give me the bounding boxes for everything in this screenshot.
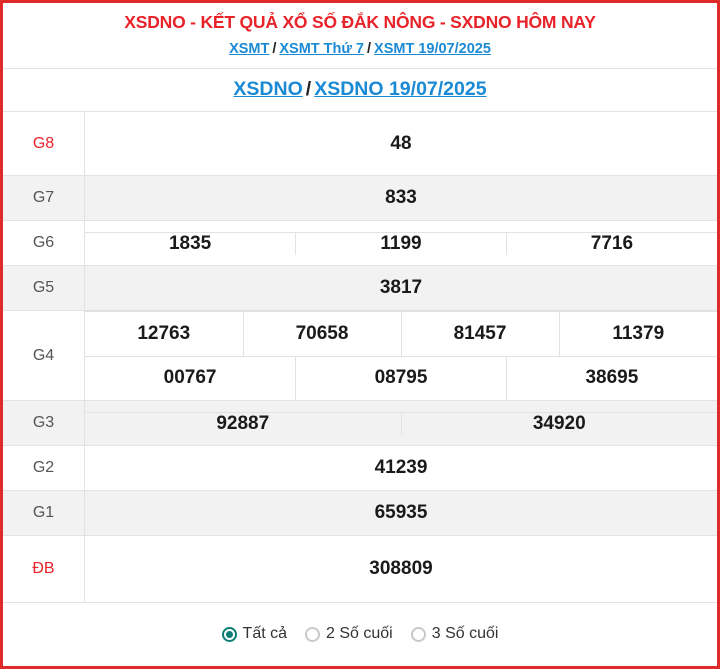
prize-value-g7: 833: [84, 175, 717, 221]
prize-value-g6-2: 1199: [295, 232, 507, 255]
prize-value-g6-1: 1835: [168, 232, 212, 254]
breadcrumb-link-xsdno-date[interactable]: XSDNO 19/07/2025: [314, 78, 487, 100]
prize-value-g4-6: 08795: [295, 356, 507, 400]
prize-label-db: ĐB: [32, 559, 55, 577]
filter-option-last2[interactable]: 2 Số cuối: [305, 625, 393, 643]
prize-cell-g6: 1835 1199 7716: [84, 220, 717, 266]
table-row-db: ĐB 308809: [3, 535, 717, 602]
filter-option-last2-label: 2 Số cuối: [326, 625, 393, 643]
page-title: XSDNO - KẾT QUẢ XỔ SỐ ĐẮK NÔNG - SXDNO H…: [124, 12, 596, 32]
radio-unselected-icon[interactable]: [410, 626, 426, 642]
g4-number-grid: 12763 70658 81457 11379: [85, 311, 717, 356]
filter-option-last3[interactable]: 3 Số cuối: [410, 625, 499, 643]
breadcrumb-link-xsdno[interactable]: XSDNO: [233, 78, 303, 100]
prize-value-g6-3: 7716: [505, 232, 717, 255]
prize-value-g4-5: 00767: [163, 367, 217, 389]
prize-label-g6: G6: [32, 234, 55, 251]
prize-label-g2: G2: [32, 459, 55, 476]
breadcrumb-link-xsmt[interactable]: XSMT: [229, 41, 270, 57]
table-row-g8: G8 48: [3, 111, 717, 176]
table-row-g3: G3 92887 34920: [3, 400, 717, 446]
results-table: G8 48 G7 833 G6 1835 1199 7716: [3, 111, 717, 602]
sub-breadcrumb-separator: /: [305, 78, 312, 100]
prize-label-g8: G8: [32, 134, 55, 152]
prize-value-g4-7: 38695: [505, 356, 717, 400]
radio-selected-icon[interactable]: [221, 626, 237, 642]
prize-value-g4-3: 81457: [400, 311, 559, 356]
g6-number-grid: 1835 1199 7716: [85, 232, 717, 255]
prize-value-g8: 48: [84, 111, 717, 176]
table-row-g5: G5 3817: [3, 265, 717, 311]
prize-value-g4-1: 12763: [137, 322, 191, 344]
prize-label-g1: G1: [32, 504, 55, 521]
prize-value-g4-2: 70658: [242, 311, 401, 356]
table-row-g2: G2 41239: [3, 445, 717, 491]
prize-label-g7: G7: [32, 189, 55, 206]
filter-option-all[interactable]: Tất cả: [221, 625, 288, 643]
prize-value-g3-2: 34920: [400, 412, 717, 435]
radio-unselected-icon[interactable]: [305, 626, 321, 642]
table-row-g4: G4 12763 70658 81457 11379 00767 08: [3, 310, 717, 401]
g3-number-grid: 92887 34920: [85, 412, 717, 435]
g4-number-grid-row2: 00767 08795 38695: [85, 355, 717, 400]
prize-value-g2: 41239: [84, 445, 717, 491]
prize-value-g4-4: 11379: [558, 311, 717, 356]
sub-breadcrumb: XSDNO / XSDNO 19/07/2025: [3, 68, 717, 111]
breadcrumb-separator: /: [272, 41, 277, 57]
filter-option-last3-label: 3 Số cuối: [431, 625, 499, 643]
prize-cell-g4: 12763 70658 81457 11379 00767 08795 3869…: [84, 310, 717, 401]
panel-header: XSDNO - KẾT QUẢ XỔ SỐ ĐẮK NÔNG - SXDNO H…: [3, 3, 717, 68]
table-row-g7: G7 833: [3, 175, 717, 221]
digit-filter-bar: Tất cả 2 Số cuối 3 Số cuối: [3, 601, 717, 666]
prize-value-g3-1: 92887: [216, 412, 270, 434]
prize-label-g3: G3: [32, 414, 55, 431]
prize-cell-g3: 92887 34920: [84, 400, 717, 446]
prize-value-db: 308809: [84, 535, 717, 602]
filter-option-all-label: Tất cả: [242, 625, 288, 643]
prize-label-g5: G5: [32, 279, 55, 296]
breadcrumb-link-xsmt-date[interactable]: XSMT 19/07/2025: [374, 41, 491, 57]
prize-value-g5: 3817: [84, 265, 717, 311]
prize-label-g4: G4: [32, 346, 55, 364]
breadcrumb-link-xsmt-thu7[interactable]: XSMT Thứ 7: [279, 41, 364, 57]
breadcrumb: XSMT / XSMT Thứ 7/XSMT 19/07/2025: [3, 38, 717, 60]
prize-value-g1: 65935: [84, 490, 717, 536]
breadcrumb-separator: /: [367, 41, 372, 57]
table-row-g6: G6 1835 1199 7716: [3, 220, 717, 266]
table-row-g1: G1 65935: [3, 490, 717, 536]
